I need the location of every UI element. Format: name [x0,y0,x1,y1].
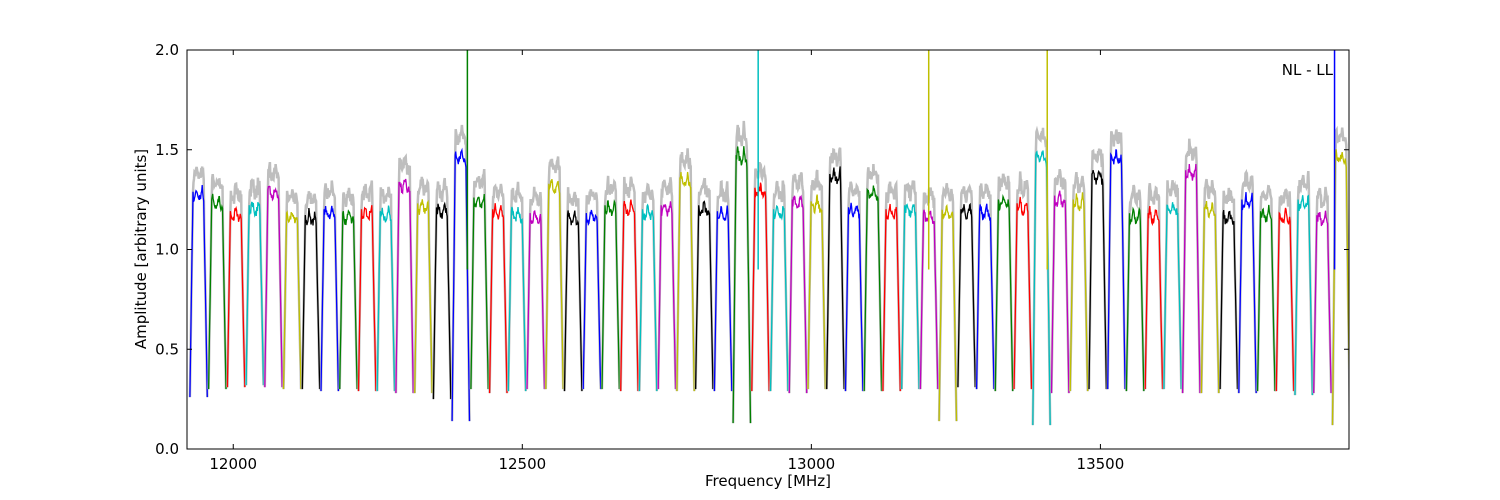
channel-trace-7 [320,205,340,392]
channel-trace-38 [901,203,920,390]
chart-annotation: NL - LL [1282,61,1334,79]
channel-trace-11 [395,178,414,394]
channel-trace-13 [432,201,452,400]
channel-trace-20 [563,210,583,392]
channel-trace-19 [545,179,564,390]
channel-trace-29 [732,146,752,424]
channel-trace-3 [245,201,265,386]
y-tick-label-3: 1.5 [155,141,179,159]
y-tick-label-0: 0.0 [155,440,179,458]
channel-trace-57 [1256,204,1276,392]
channel-trace-27 [694,200,714,390]
y-tick-label-1: 0.5 [155,340,179,358]
channel-trace-50 [1125,206,1145,392]
y-axis-label: Amplitude [arbitrary units] [132,149,150,349]
channel-trace-49 [1107,149,1126,390]
channel-trace-34 [826,166,845,390]
channel-trace-1 [207,193,227,390]
channel-trace-48 [1088,169,1108,390]
channel-trace-41 [957,202,976,388]
channel-trace-58 [1275,207,1295,392]
x-tick-label-2: 13000 [787,455,835,473]
channel-trace-47 [1069,192,1089,392]
channel-trace-21 [582,209,602,390]
channel-trace-56 [1238,192,1257,394]
channel-trace-52 [1163,202,1182,390]
channel-trace-42 [975,203,995,390]
channel-trace-43 [994,193,1014,392]
channel-trace-55 [1219,209,1239,390]
channel-trace-10 [376,205,396,392]
channel-trace-28 [713,205,733,392]
channel-trace-2 [226,205,246,388]
channel-trace-23 [620,199,639,392]
x-tick-label-3: 13500 [1077,455,1125,473]
channel-trace-9 [357,205,377,392]
channel-trace-46 [1050,190,1070,394]
channel-trace-5 [282,210,302,390]
channel-trace-51 [1144,206,1164,390]
channel-trace-22 [601,199,621,390]
channel-trace-0 [189,185,208,398]
channel-trace-40 [938,204,958,422]
ticks: 12000 12500 13000 13500 0.0 0.5 1.0 1.5 2.0 [155,41,1349,473]
channel-trace-33 [807,194,827,390]
channel-trace-54 [1200,201,1220,394]
channel-trace-30 [751,182,770,392]
channel-trace-59 [1294,194,1314,396]
channel-trace-16 [488,203,508,394]
x-tick-label-0: 12000 [209,455,257,473]
channel-trace-53 [1181,163,1201,394]
y-tick-label-4: 2.0 [155,41,179,59]
channel-trace-37 [882,203,901,392]
x-tick-label-1: 12500 [498,455,546,473]
channel-trace-4 [264,185,283,388]
channel-trace-18 [526,210,546,390]
channel-trace-32 [788,194,808,394]
y-tick-label-2: 1.0 [155,241,179,259]
channel-trace-8 [339,209,358,390]
channel-trace-36 [863,185,883,392]
channel-trace-12 [414,199,433,394]
channel-trace-35 [844,202,864,392]
channel-trace-17 [507,206,527,392]
plot-area [188,50,1349,426]
channel-trace-60 [1313,210,1332,394]
channel-trace-61 [1331,149,1349,426]
channel-trace-15 [470,193,489,390]
channel-trace-26 [676,171,695,392]
channel-trace-44 [1013,196,1033,390]
channel-trace-25 [657,201,677,390]
channel-trace-24 [638,203,658,392]
x-axis-label: Frequency [MHz] [705,472,831,490]
channel-trace-31 [769,204,789,392]
channel-trace-6 [301,208,321,390]
